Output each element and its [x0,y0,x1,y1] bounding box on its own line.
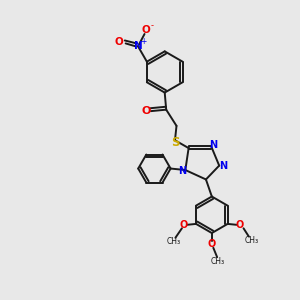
Text: O: O [236,220,244,230]
Text: N: N [178,166,186,176]
Text: O: O [141,106,151,116]
Text: O: O [141,25,150,35]
Text: O: O [115,37,124,47]
Text: -: - [151,21,154,30]
Text: S: S [171,136,179,148]
Text: O: O [179,220,188,230]
Text: +: + [140,37,146,46]
Text: N: N [134,41,142,51]
Text: CH₃: CH₃ [167,237,181,246]
Text: O: O [208,239,216,249]
Text: N: N [219,160,227,171]
Text: CH₃: CH₃ [211,256,225,266]
Text: CH₃: CH₃ [244,236,258,244]
Text: N: N [209,140,217,150]
